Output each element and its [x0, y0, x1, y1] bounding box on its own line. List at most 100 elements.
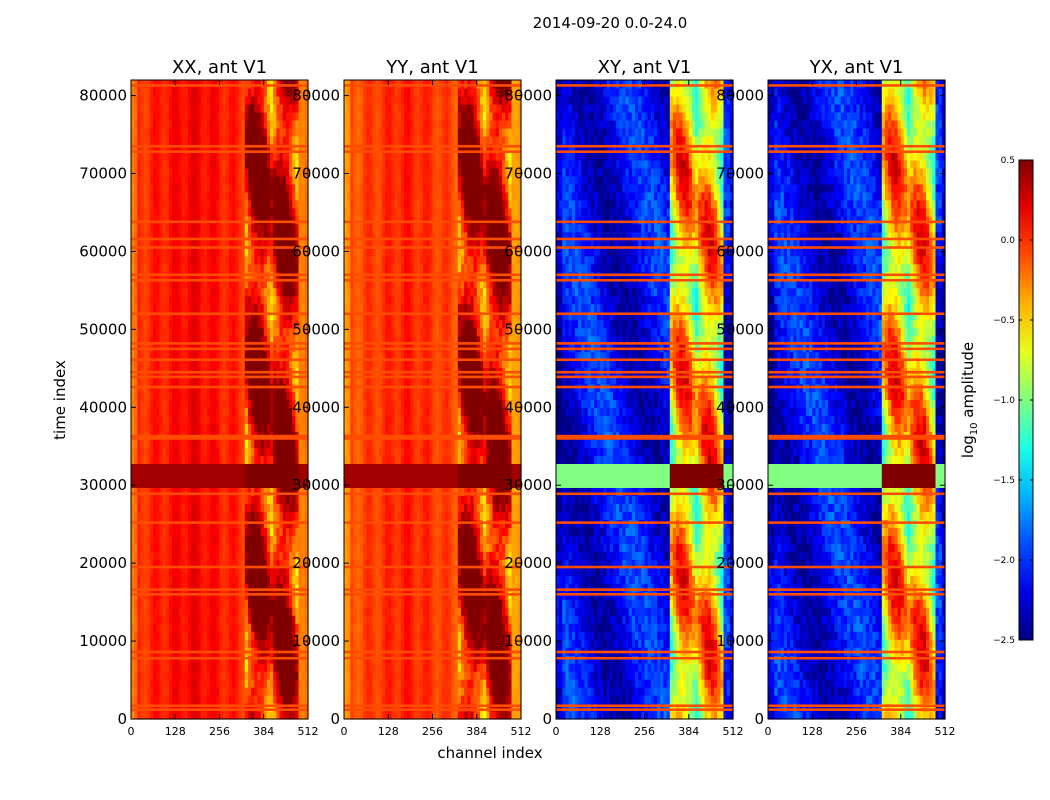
- heatmap-cell: [206, 687, 211, 696]
- heatmap-cell: [140, 607, 145, 616]
- heatmap-cell: [197, 703, 202, 712]
- heatmap-cell: [282, 631, 287, 640]
- heatmap-cell: [134, 631, 138, 640]
- heatmap-cell: [225, 639, 230, 648]
- heatmap-cell: [131, 615, 135, 624]
- heatmap-cell: [241, 567, 246, 576]
- heatmap-cell: [304, 599, 309, 608]
- heatmap-cell: [266, 607, 271, 616]
- flagged-row: [131, 656, 308, 660]
- heatmap-cell: [206, 567, 211, 576]
- heatmap-cell: [266, 687, 271, 696]
- heatmap-cell: [251, 679, 255, 688]
- panel-2: 0100002000030000400005000060000700008000…: [292, 57, 531, 738]
- heatmap-cell: [247, 583, 252, 592]
- heatmap-cell: [219, 631, 224, 640]
- heatmap-cell: [206, 639, 211, 648]
- heatmap-cell: [238, 687, 243, 696]
- heatmap-cell: [213, 575, 217, 584]
- heatmap-cell: [175, 695, 180, 704]
- heatmap-cell: [200, 607, 205, 616]
- heatmap-cell: [216, 679, 221, 688]
- heatmap-cell: [276, 623, 281, 632]
- heatmap-cell: [301, 687, 306, 696]
- heatmap-cell: [285, 615, 290, 624]
- heatmap-cell: [219, 623, 224, 632]
- heatmap-cell: [213, 639, 217, 648]
- heatmap-cell: [225, 671, 230, 680]
- heatmap-cell: [282, 711, 287, 720]
- heatmap-cell: [289, 671, 293, 680]
- heatmap-cell: [257, 575, 262, 584]
- heatmap-cell: [273, 703, 277, 712]
- heatmap-cell: [216, 607, 221, 616]
- heatmap-cell: [146, 615, 151, 624]
- heatmap-cell: [143, 695, 148, 704]
- heatmap-cell: [140, 663, 145, 672]
- heatmap-cell: [131, 711, 135, 720]
- heatmap-cell: [232, 599, 236, 608]
- heatmap-cell: [219, 711, 224, 720]
- heatmap-cell: [285, 639, 290, 648]
- heatmap-cell: [289, 687, 293, 696]
- heatmap-cell: [279, 575, 284, 584]
- heatmap-cell: [298, 575, 303, 584]
- heatmap-cell: [257, 663, 262, 672]
- heatmap-cell: [210, 663, 214, 672]
- heatmap-cell: [225, 583, 230, 592]
- x-tick-label: 128: [165, 725, 186, 738]
- heatmap-cell: [235, 623, 240, 632]
- heatmap-cell: [276, 679, 281, 688]
- heatmap-cell: [187, 607, 192, 616]
- heatmap-cell: [131, 695, 135, 704]
- heatmap-cell: [289, 583, 293, 592]
- heatmap-cell: [213, 615, 217, 624]
- panels-group: 0100002000030000400005000060000700008000…: [79, 57, 955, 738]
- heatmap-cell: [260, 663, 265, 672]
- heatmap-cell: [165, 623, 170, 632]
- heatmap-cell: [203, 695, 208, 704]
- heatmap-cell: [153, 623, 157, 632]
- heatmap-cell: [270, 679, 274, 688]
- heatmap-cell: [270, 703, 274, 712]
- heatmap-cell: [225, 575, 230, 584]
- flagged-row: [131, 237, 308, 241]
- heatmap-cell: [257, 599, 262, 608]
- heatmap-cell: [156, 583, 161, 592]
- heatmap-cell: [156, 607, 161, 616]
- heatmap-cell: [134, 623, 138, 632]
- flagged-row: [131, 358, 308, 362]
- flagged-row: [131, 385, 308, 389]
- heatmap-cell: [241, 695, 246, 704]
- heatmap-cell: [172, 671, 176, 680]
- heatmap-cell: [203, 639, 208, 648]
- heatmap-cell: [191, 583, 195, 592]
- heatmap-cell: [279, 607, 284, 616]
- heatmap-cell: [213, 687, 217, 696]
- heatmap-cell: [289, 575, 293, 584]
- heatmap-cell: [266, 695, 271, 704]
- heatmap-cell: [228, 695, 233, 704]
- heatmap-cell: [289, 679, 293, 688]
- heatmap-cell: [228, 679, 233, 688]
- y-tick-label: 80000: [79, 87, 127, 105]
- heatmap-cell: [210, 607, 214, 616]
- heatmap-cell: [197, 639, 202, 648]
- heatmap-cell: [251, 671, 255, 680]
- heatmap-cell: [244, 639, 249, 648]
- heatmap-cell: [162, 687, 167, 696]
- heatmap-cell: [200, 623, 205, 632]
- heatmap-cell: [181, 663, 186, 672]
- heatmap-cell: [140, 583, 145, 592]
- heatmap-cell: [298, 703, 303, 712]
- heatmap-cell: [301, 703, 306, 712]
- heatmap-cell: [222, 567, 227, 576]
- heatmap-cell: [304, 607, 309, 616]
- heatmap-cell: [301, 575, 306, 584]
- heatmap-cell: [241, 703, 246, 712]
- heatmap-cell: [156, 567, 161, 576]
- heatmap-cell: [241, 679, 246, 688]
- y-tick-label: 10000: [79, 632, 127, 650]
- heatmap-cell: [175, 623, 180, 632]
- heatmap-cell: [235, 607, 240, 616]
